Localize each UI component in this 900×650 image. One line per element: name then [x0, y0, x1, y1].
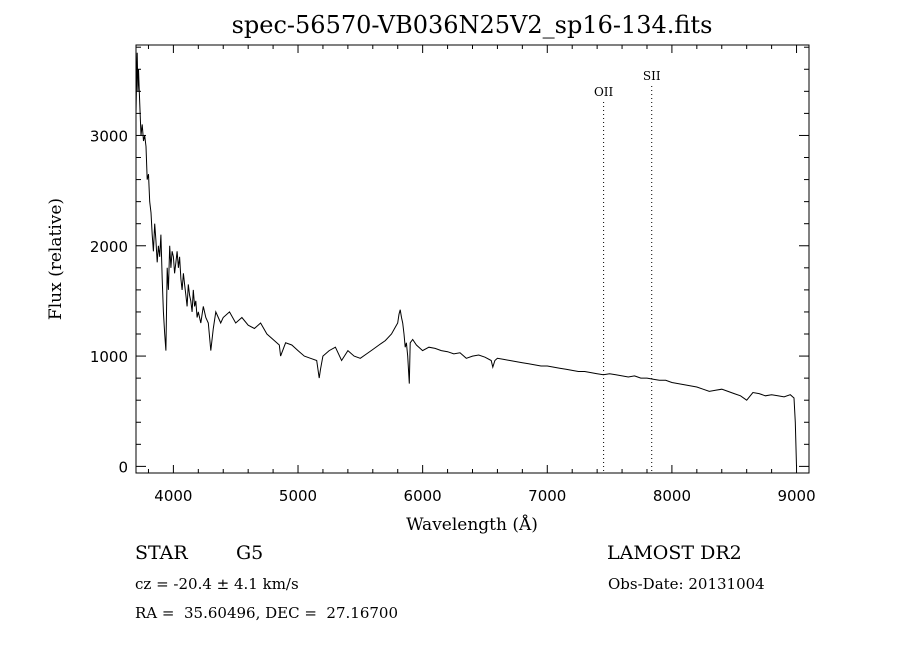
x-tick-label: 9000: [777, 487, 815, 505]
plot-frame: [135, 44, 810, 474]
coordinates: RA = 35.60496, DEC = 27.16700: [135, 604, 399, 622]
obs-date: Obs-Date: 20131004: [608, 575, 765, 593]
survey-label: LAMOST DR2: [607, 542, 742, 564]
redshift-info: cz = -20.4 ± 4.1 km/s: [135, 575, 299, 593]
line-marker-label: OII: [594, 85, 614, 99]
y-tick-label: 3000: [90, 127, 128, 145]
x-tick-label: 6000: [404, 487, 442, 505]
object-class: STAR: [135, 542, 188, 564]
annotation-layer: OII SII: [594, 69, 661, 473]
y-tick-label: 1000: [90, 348, 128, 366]
x-axis-label: Wavelength (Å): [406, 514, 538, 535]
y-axis-label: Flux (relative): [46, 198, 66, 320]
y-tick-label: 2000: [90, 238, 128, 256]
x-tick-label: 4000: [154, 487, 192, 505]
x-tick-label: 5000: [279, 487, 317, 505]
x-tick-label: 7000: [528, 487, 566, 505]
axis-ticks: 4000 5000 6000 7000 8000 9000 0 1000 2000 3000: [90, 45, 816, 505]
object-subclass: G5: [236, 542, 264, 564]
spectrum-line: [135, 52, 797, 467]
chart-title: spec-56570-VB036N25V2_sp16-134.fits: [232, 11, 713, 39]
line-marker-label: SII: [643, 69, 661, 83]
x-tick-label: 8000: [653, 487, 691, 505]
y-tick-label: 0: [118, 458, 128, 476]
